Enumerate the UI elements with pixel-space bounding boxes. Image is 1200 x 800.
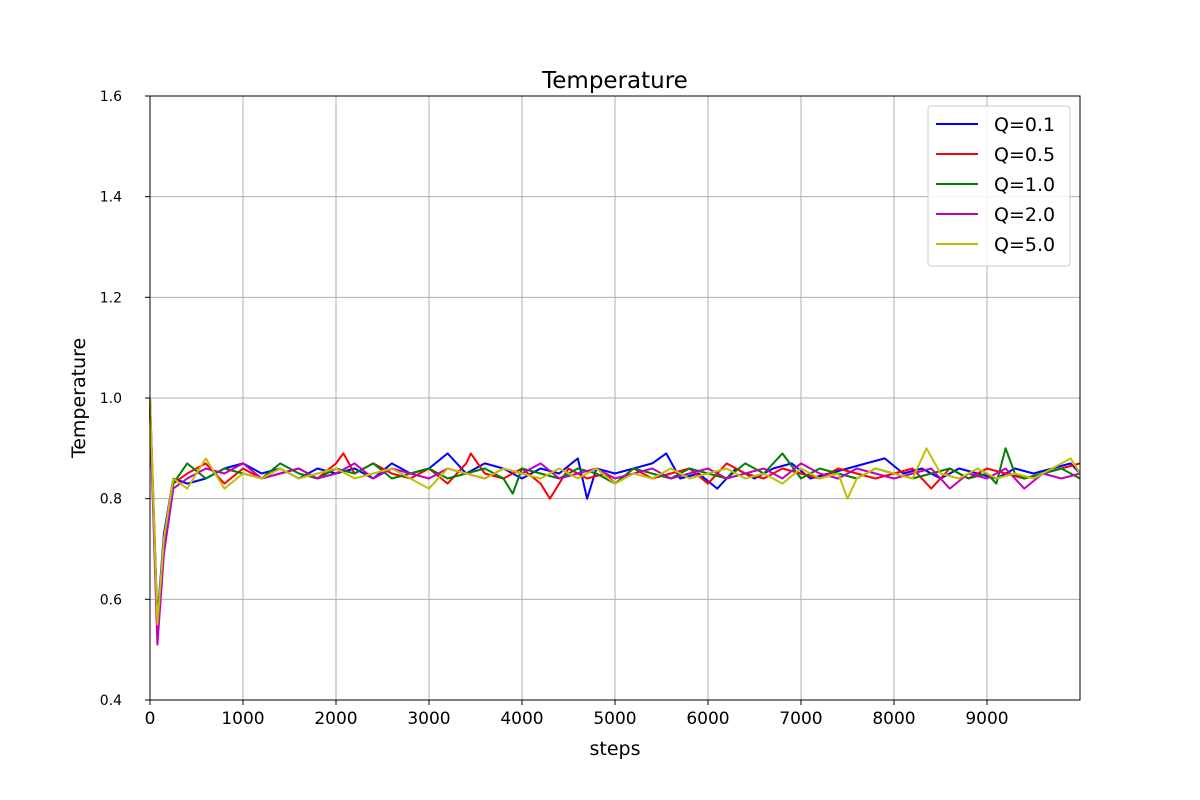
legend-label: Q=1.0 <box>994 174 1055 196</box>
x-tick-label: 8000 <box>872 709 915 729</box>
legend-label: Q=5.0 <box>994 234 1055 256</box>
y-tick-label: 1.2 <box>100 290 122 306</box>
y-tick-label: 0.4 <box>100 693 122 709</box>
legend-label: Q=0.1 <box>994 114 1055 136</box>
y-axis-label: Temperature <box>68 338 90 459</box>
x-tick-label: 2000 <box>314 709 357 729</box>
series-line-q-1-0 <box>149 402 1081 626</box>
y-tick-label: 0.6 <box>100 592 122 608</box>
y-tick-label: 1.0 <box>100 391 122 407</box>
legend-box <box>927 105 1071 267</box>
series-line-q-5-0 <box>149 397 1081 626</box>
chart-title: Temperature <box>541 68 688 94</box>
series-layer <box>149 397 1081 646</box>
x-tick-label: 9000 <box>965 709 1008 729</box>
x-tick-label: 0 <box>145 709 156 729</box>
legend: Q=0.1 Q=0.5 Q=1.0 Q=2.0 Q=5.0 <box>927 105 1071 267</box>
x-tick-label: 1000 <box>221 709 264 729</box>
y-axis-ticks: 0.4 0.6 0.8 1.0 1.2 1.4 1.6 <box>100 89 150 709</box>
x-axis-label: steps <box>590 738 641 760</box>
x-tick-label: 7000 <box>779 709 822 729</box>
x-tick-label: 3000 <box>407 709 450 729</box>
y-tick-label: 1.4 <box>100 190 122 206</box>
x-axis-ticks: 0 1000 2000 3000 4000 5000 6000 7000 8000 9000 <box>145 700 1009 729</box>
legend-label: Q=0.5 <box>994 144 1055 166</box>
x-tick-label: 6000 <box>686 709 729 729</box>
x-tick-label: 5000 <box>593 709 636 729</box>
y-tick-label: 0.8 <box>100 492 122 508</box>
x-tick-label: 4000 <box>500 709 543 729</box>
legend-label: Q=2.0 <box>994 204 1055 226</box>
y-tick-label: 1.6 <box>100 89 122 105</box>
